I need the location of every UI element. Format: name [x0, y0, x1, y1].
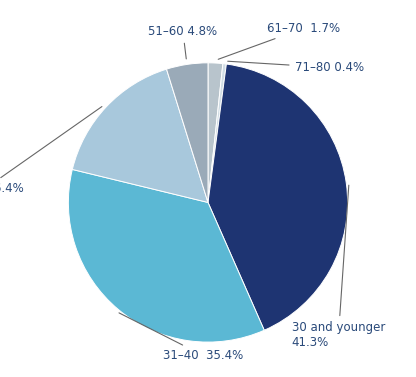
Text: 30 and younger
41.3%: 30 and younger 41.3%: [292, 185, 385, 349]
Text: 71–80 0.4%: 71–80 0.4%: [228, 61, 364, 74]
Wedge shape: [208, 63, 223, 202]
Wedge shape: [68, 169, 264, 342]
Text: 31–40  35.4%: 31–40 35.4%: [119, 313, 244, 362]
Wedge shape: [208, 64, 348, 330]
Text: 61–70  1.7%: 61–70 1.7%: [218, 22, 340, 59]
Wedge shape: [166, 63, 208, 202]
Wedge shape: [208, 64, 226, 202]
Wedge shape: [72, 69, 208, 202]
Text: 51–60 4.8%: 51–60 4.8%: [149, 25, 218, 59]
Text: 41–50 16.4%: 41–50 16.4%: [0, 107, 102, 195]
